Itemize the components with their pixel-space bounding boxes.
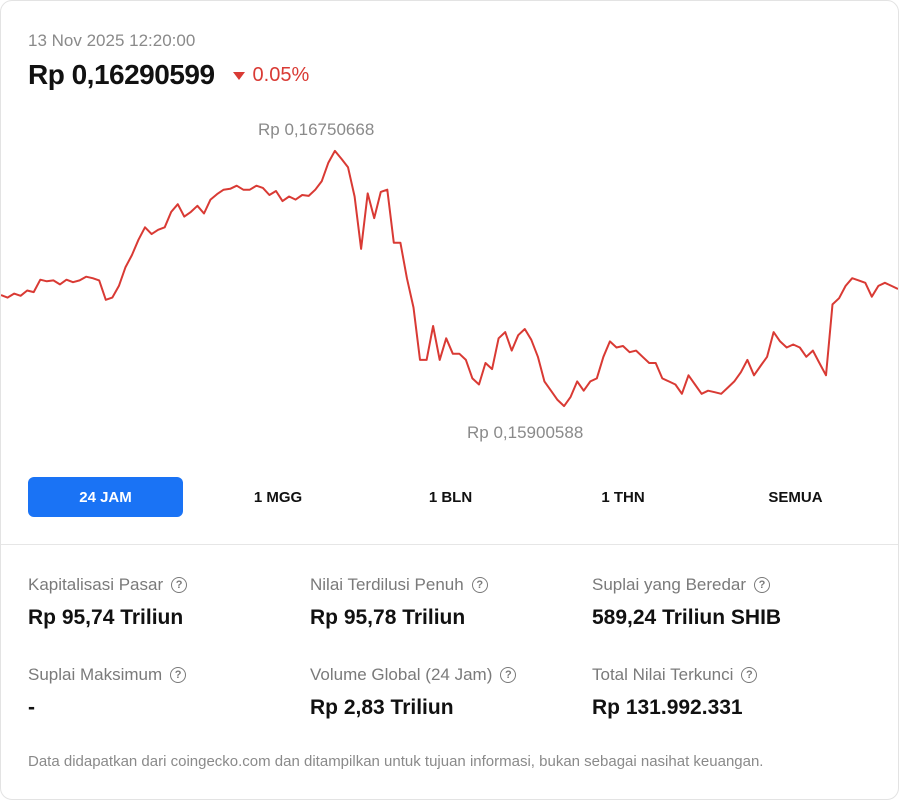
stat-market-cap: Kapitalisasi Pasar ? Rp 95,74 Triliun <box>28 575 298 630</box>
question-circle-icon[interactable]: ? <box>170 667 187 683</box>
price-header: 13 Nov 2025 12:20:00 Rp 0,16290599 0.05% <box>28 31 309 91</box>
period-button-24-jam[interactable]: 24 JAM <box>28 477 183 517</box>
period-button-1-mgg[interactable]: 1 MGG <box>201 477 356 517</box>
stat-label-circulating-supply: Suplai yang Beredar ? <box>592 575 862 595</box>
stat-label-text: Volume Global (24 Jam) <box>310 665 493 684</box>
down-triangle-icon <box>232 72 245 80</box>
chart-high-label: Rp 0,16750668 <box>258 120 375 139</box>
stat-label-fully-diluted: Nilai Terdilusi Penuh ? <box>310 575 580 595</box>
stat-label-text: Kapitalisasi Pasar <box>28 575 164 594</box>
stat-label-total-value-locked: Total Nilai Terkunci ? <box>592 665 862 685</box>
stat-value-global-volume: Rp 2,83 Triliun <box>310 696 454 719</box>
stat-label-global-volume: Volume Global (24 Jam) ? <box>310 665 580 685</box>
disclaimer: Data didapatkan dari coingecko.com dan d… <box>28 753 764 770</box>
timestamp: 13 Nov 2025 12:20:00 <box>28 31 196 50</box>
question-circle-icon[interactable]: ? <box>500 667 517 683</box>
stat-value-circulating-supply: 589,24 Triliun SHIB <box>592 606 782 629</box>
period-selector: 24 JAM 1 MGG 1 BLN 1 THN SEMUA <box>28 477 873 517</box>
stat-circulating-supply: Suplai yang Beredar ? 589,24 Triliun SHI… <box>592 575 862 630</box>
price-series-line <box>1 149 898 408</box>
price-row: Rp 0,16290599 0.05% <box>28 59 309 91</box>
stat-label-text: Nilai Terdilusi Penuh <box>310 575 464 594</box>
current-price: Rp 0,16290599 <box>28 59 215 90</box>
question-circle-icon[interactable]: ? <box>741 667 758 683</box>
question-circle-icon[interactable]: ? <box>754 577 771 593</box>
stat-label-max-supply: Suplai Maksimum ? <box>28 665 298 685</box>
stat-total-value-locked: Total Nilai Terkunci ? Rp 131.992.331 <box>592 665 862 720</box>
stat-value-fully-diluted: Rp 95,78 Triliun <box>310 606 466 629</box>
price-change-value: 0.05% <box>252 63 310 86</box>
period-button-1-bln[interactable]: 1 BLN <box>373 477 528 517</box>
question-circle-icon[interactable]: ? <box>171 577 188 593</box>
stat-value-total-value-locked: Rp 131.992.331 <box>592 696 743 719</box>
stat-label-text: Total Nilai Terkunci <box>592 665 734 684</box>
period-button-semua[interactable]: SEMUA <box>718 477 873 517</box>
price-chart[interactable]: Rp 0,16750668 Rp 0,15900588 <box>1 101 898 461</box>
stat-fully-diluted: Nilai Terdilusi Penuh ? Rp 95,78 Triliun <box>310 575 580 630</box>
stat-label-text: Suplai yang Beredar <box>592 575 747 594</box>
section-divider <box>1 544 898 545</box>
period-button-1-thn[interactable]: 1 THN <box>546 477 701 517</box>
stat-label-market-cap: Kapitalisasi Pasar ? <box>28 575 298 595</box>
question-circle-icon[interactable]: ? <box>471 577 488 593</box>
price-chart-svg[interactable] <box>1 101 898 461</box>
stat-value-max-supply: - <box>28 696 35 719</box>
price-change: 0.05% <box>232 63 310 87</box>
stat-max-supply: Suplai Maksimum ? - <box>28 665 298 720</box>
chart-low-label: Rp 0,15900588 <box>467 423 584 442</box>
stat-global-volume: Volume Global (24 Jam) ? Rp 2,83 Triliun <box>310 665 580 720</box>
stat-value-market-cap: Rp 95,74 Triliun <box>28 606 184 629</box>
stat-label-text: Suplai Maksimum <box>28 665 163 684</box>
